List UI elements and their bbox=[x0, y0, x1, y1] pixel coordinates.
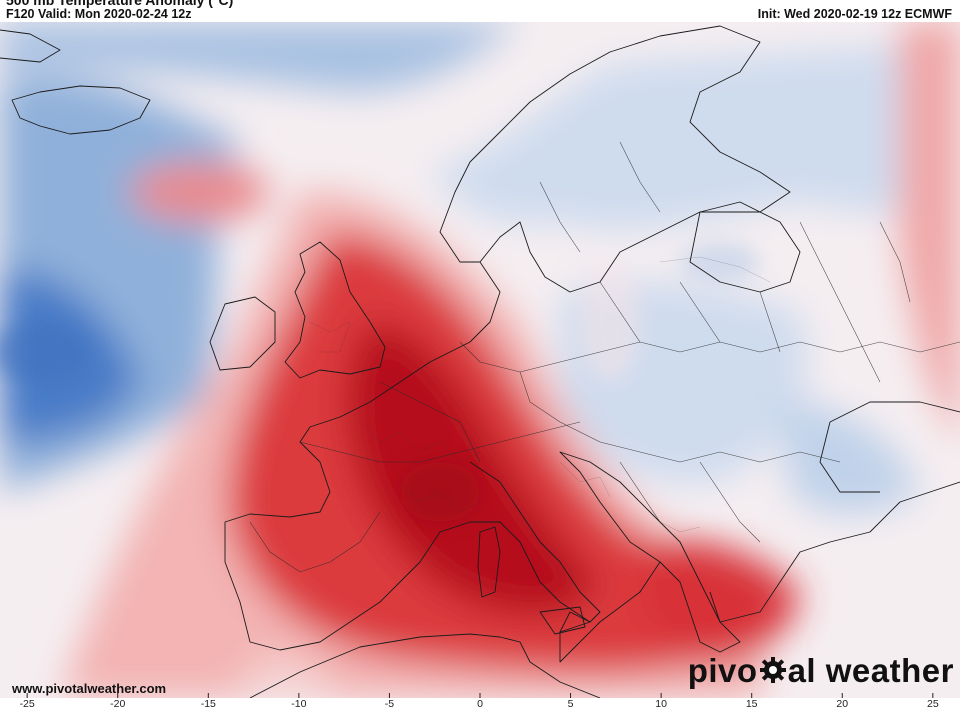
lon-tick-marks bbox=[26, 693, 934, 698]
anomaly-detail bbox=[0, 242, 760, 522]
lon-tick-label: 10 bbox=[655, 698, 667, 710]
lon-tick-label: -15 bbox=[200, 698, 216, 710]
map-header: 500 mb Temperature Anomaly (°C) F120 Val… bbox=[0, 0, 960, 22]
britain-outline bbox=[284, 241, 386, 379]
brand-logo: pivo al weather bbox=[688, 652, 954, 690]
anomaly-map bbox=[0, 22, 960, 698]
lon-tick-label: -5 bbox=[384, 698, 395, 710]
iceland-outline bbox=[11, 85, 151, 135]
lon-tick-label: -25 bbox=[19, 698, 35, 710]
coastlines bbox=[0, 25, 960, 698]
gear-icon bbox=[759, 657, 786, 683]
valid-time: F120 Valid: Mon 2020-02-24 12z bbox=[6, 7, 192, 21]
brand-text-left: pivo bbox=[687, 652, 758, 689]
country-borders bbox=[249, 141, 960, 573]
lon-tick-label: 0 bbox=[477, 698, 483, 710]
website-url: www.pivotalweather.com bbox=[12, 681, 167, 696]
lon-tick-label: 25 bbox=[926, 698, 939, 710]
lon-tick-label: 5 bbox=[567, 698, 574, 710]
longitude-axis: -25 -20 -15 -10 -5 0 5 10 15 20 25 bbox=[0, 698, 960, 710]
subregion-borders bbox=[309, 256, 771, 533]
brand-text-right: al weather bbox=[787, 652, 954, 689]
map-title: 500 mb Temperature Anomaly (°C) bbox=[6, 0, 234, 8]
europe-coast-outline bbox=[224, 261, 960, 663]
scandinavia-outline bbox=[439, 25, 791, 293]
north-africa-coast bbox=[249, 633, 601, 698]
init-time: Init: Wed 2020-02-19 12z ECMWF bbox=[757, 7, 952, 21]
lon-tick-label: -20 bbox=[110, 698, 126, 710]
lon-tick-label: 20 bbox=[836, 698, 849, 710]
greenland-outline bbox=[0, 29, 61, 63]
sardinia-outline bbox=[477, 526, 501, 598]
lon-tick-label: -10 bbox=[291, 698, 307, 710]
ireland-outline bbox=[209, 296, 276, 371]
lon-tick-label: 15 bbox=[745, 698, 758, 710]
